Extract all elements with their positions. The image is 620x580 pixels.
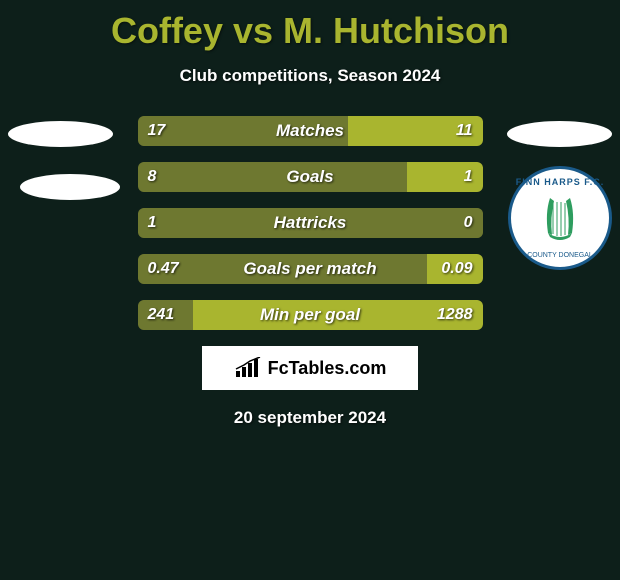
stat-value-right: 11 <box>456 122 473 140</box>
stat-value-left: 0.47 <box>148 260 179 278</box>
stat-value-left: 17 <box>148 122 166 140</box>
stat-row: 241 Min per goal 1288 <box>138 300 483 330</box>
stat-row: 1 Hattricks 0 <box>138 208 483 238</box>
stat-value-left: 1 <box>148 214 157 232</box>
stat-value-right: 0 <box>464 214 473 232</box>
harp-icon <box>540 193 580 243</box>
right-ellipse-1 <box>507 121 612 147</box>
stat-label: Goals <box>286 167 333 187</box>
bar-left-fill <box>138 162 407 192</box>
stat-label: Min per goal <box>260 305 360 325</box>
stat-label: Matches <box>276 121 344 141</box>
stat-row: 17 Matches 11 <box>138 116 483 146</box>
stat-label: Hattricks <box>274 213 347 233</box>
stat-value-right: 1288 <box>437 306 473 324</box>
subtitle: Club competitions, Season 2024 <box>0 66 620 86</box>
badge-text-top: FINN HARPS F.C. <box>516 177 605 187</box>
stat-value-left: 8 <box>148 168 157 186</box>
stat-row: 8 Goals 1 <box>138 162 483 192</box>
watermark-text: FcTables.com <box>268 358 387 379</box>
stat-bars: 17Matches118Goals11Hattricks00.47Goals p… <box>138 116 483 330</box>
stat-value-right: 0.09 <box>441 260 472 278</box>
page-title: Coffey vs M. Hutchison <box>0 0 620 52</box>
left-ellipse-2 <box>20 174 120 200</box>
stat-value-right: 1 <box>464 168 473 186</box>
club-badge: FINN HARPS F.C. COUNTY DONEGAL <box>508 166 612 270</box>
watermark: FcTables.com <box>202 346 418 390</box>
badge-text-bottom: COUNTY DONEGAL <box>527 252 593 259</box>
date-label: 20 september 2024 <box>0 408 620 428</box>
chart-icon <box>234 357 264 379</box>
comparison-content: FINN HARPS F.C. COUNTY DONEGAL 17 Matches… <box>0 116 620 330</box>
stat-value-left: 241 <box>148 306 175 324</box>
stat-label: Goals per match <box>243 259 376 279</box>
left-ellipse-1 <box>8 121 113 147</box>
stat-row: 0.47 Goals per match 0.09 <box>138 254 483 284</box>
